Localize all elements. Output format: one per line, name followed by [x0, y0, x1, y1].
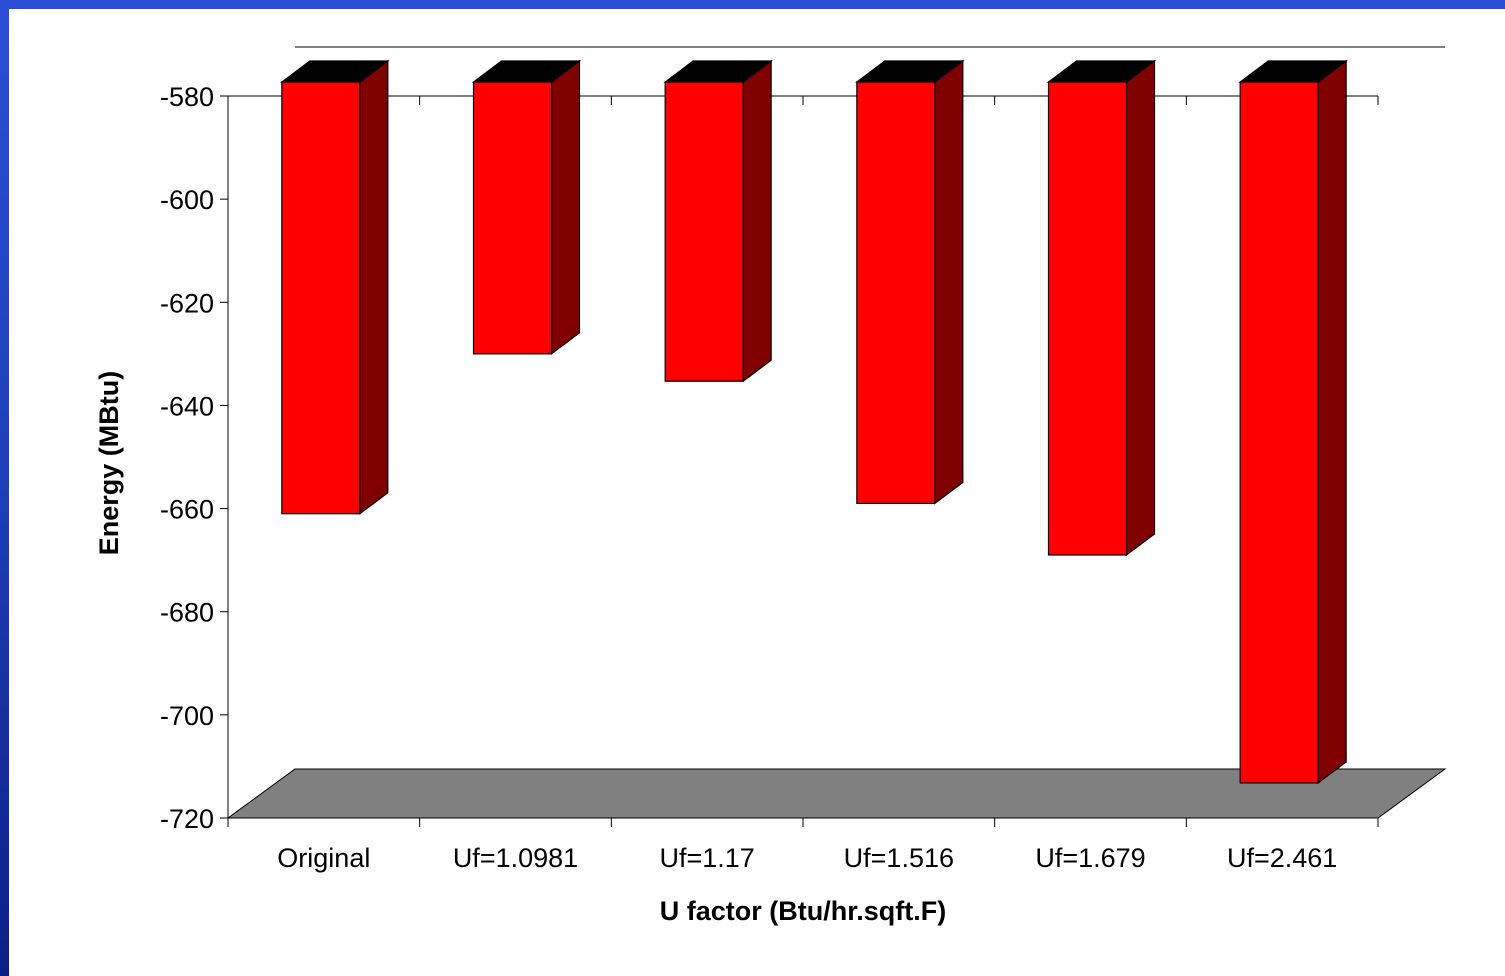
bar — [280, 59, 390, 515]
x-tick-label: Uf=1.17 — [660, 843, 755, 873]
bar-front — [281, 81, 361, 515]
x-tick-label: Uf=2.461 — [1227, 843, 1337, 873]
y-axis-title: Energy (MBtu) — [94, 371, 124, 556]
y-tick-label: -600 — [160, 185, 214, 215]
bar — [663, 59, 773, 383]
bar-front — [856, 81, 936, 505]
bar-side — [1125, 59, 1156, 557]
bars-layer — [280, 59, 1348, 785]
y-tick-label: -580 — [160, 82, 214, 112]
x-tick-label: Uf=1.0981 — [453, 843, 578, 873]
x-axis-title: U factor (Btu/hr.sqft.F) — [660, 896, 946, 926]
bar-side — [934, 59, 964, 505]
y-tick-label: -640 — [160, 391, 214, 421]
axis-layer — [220, 46, 1445, 827]
bar-front — [1047, 81, 1128, 556]
y-tick-label: -700 — [160, 701, 214, 731]
y-tick-label: -720 — [160, 804, 214, 834]
bar — [1238, 59, 1348, 785]
bar-front — [1239, 81, 1319, 784]
labels-layer: -580 -600 -620 -640 -660 -680 -700 -720 Original… — [160, 82, 1337, 873]
x-tick-label: Original — [277, 843, 370, 873]
x-tick-label: Uf=1.516 — [844, 843, 954, 873]
y-tick-label: -620 — [160, 288, 214, 318]
bar — [471, 59, 582, 356]
bar-front — [472, 81, 553, 355]
bar — [855, 59, 965, 505]
bar — [1046, 59, 1157, 557]
bar-side — [1317, 59, 1347, 785]
y-tick-label: -660 — [160, 495, 214, 525]
bar-front — [664, 81, 744, 382]
x-tick-label: Uf=1.679 — [1035, 843, 1145, 873]
bar-side — [550, 59, 581, 356]
bar-side — [742, 59, 772, 383]
y-tick-label: -680 — [160, 598, 214, 628]
bar-side — [359, 59, 389, 515]
